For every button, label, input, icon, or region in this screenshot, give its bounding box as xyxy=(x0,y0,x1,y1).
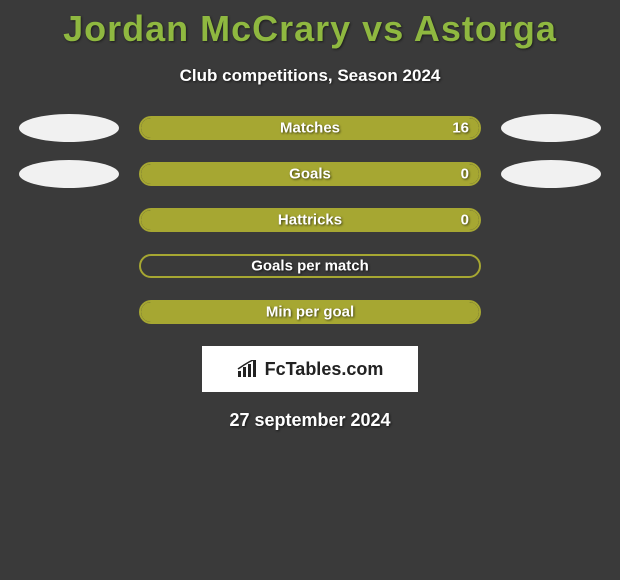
right-disc-spacer xyxy=(501,206,601,234)
stat-bar: Hattricks 0 xyxy=(139,208,481,232)
stat-bar: Goals per match xyxy=(139,254,481,278)
subtitle: Club competitions, Season 2024 xyxy=(0,66,620,86)
logo-block: FcTables.com xyxy=(202,346,418,392)
barchart-icon xyxy=(237,360,259,378)
stat-bar: Min per goal xyxy=(139,300,481,324)
left-disc-spacer xyxy=(19,252,119,280)
stat-bar-label: Hattricks xyxy=(278,212,342,229)
stat-bar-value: 0 xyxy=(461,166,469,183)
stat-bar: Matches 16 xyxy=(139,116,481,140)
left-disc-spacer xyxy=(19,206,119,234)
logo-text: FcTables.com xyxy=(265,359,384,380)
stat-bar-label: Goals per match xyxy=(251,258,369,275)
right-disc-spacer xyxy=(501,298,601,326)
stat-bar: Goals 0 xyxy=(139,162,481,186)
stat-bar-value: 16 xyxy=(452,120,469,137)
stat-bar-label: Min per goal xyxy=(266,304,354,321)
left-disc xyxy=(19,160,119,188)
stat-bar-value: 0 xyxy=(461,212,469,229)
stat-row: Goals per match xyxy=(0,254,620,278)
stat-row: Matches 16 xyxy=(0,116,620,140)
right-disc-spacer xyxy=(501,252,601,280)
stats-rows: Matches 16 Goals 0 Hattricks 0 Goals per match… xyxy=(0,116,620,324)
stat-bar-label: Goals xyxy=(289,166,331,183)
stat-row: Hattricks 0 xyxy=(0,208,620,232)
left-disc xyxy=(19,114,119,142)
right-disc xyxy=(501,114,601,142)
stat-row: Goals 0 xyxy=(0,162,620,186)
left-disc-spacer xyxy=(19,298,119,326)
page-title: Jordan McCrary vs Astorga xyxy=(0,0,620,50)
stat-bar-label: Matches xyxy=(280,120,340,137)
stat-row: Min per goal xyxy=(0,300,620,324)
right-disc xyxy=(501,160,601,188)
date-label: 27 september 2024 xyxy=(0,410,620,431)
